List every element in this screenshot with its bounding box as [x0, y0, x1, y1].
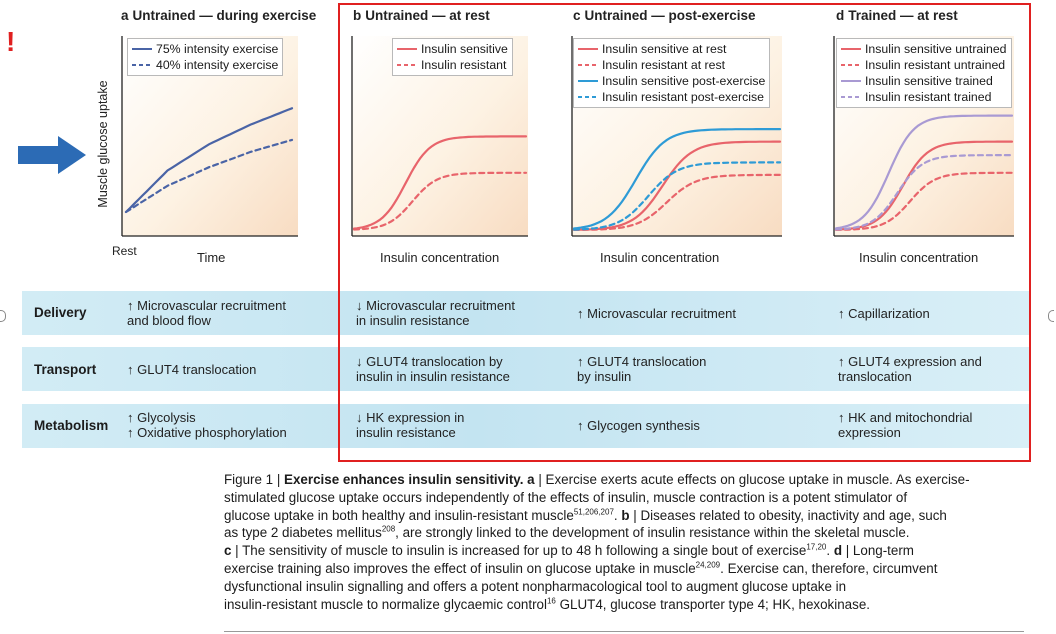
legend-solid-line-icon: [841, 80, 861, 82]
exclamation-mark: !: [6, 26, 16, 57]
series-line-insulin-resistant-post-exercise: [572, 161, 782, 231]
y-axis-label: Muscle glucose uptake: [96, 80, 110, 208]
x-axis-label: Time: [197, 250, 226, 265]
left-edge-mark: [0, 310, 6, 322]
caption-line: exercise training also improves the effe…: [224, 560, 938, 576]
blue-arrow-icon: [18, 136, 86, 174]
caption-line: dysfunctional insulin signalling and off…: [224, 578, 847, 594]
legend-item: Insulin resistant trained: [841, 89, 1007, 105]
legend-dashed-line-icon: [578, 96, 598, 98]
caption-line: Figure 1 | Exercise enhances insulin sen…: [224, 472, 970, 487]
legend-dashed-line-icon: [132, 64, 152, 66]
legend-dashed-line-icon: [841, 96, 861, 98]
x-axis-start-label: Rest: [112, 244, 137, 258]
legend-dashed-line-icon: [397, 64, 417, 66]
panel-a-title: a Untrained — during exercise: [121, 8, 317, 23]
legend-item: Insulin resistant at rest: [578, 57, 765, 73]
table-cell: ↑ HK and mitochondrial expression: [838, 410, 973, 440]
x-axis-label: Insulin concentration: [380, 250, 500, 265]
right-edge-mark: [1048, 310, 1054, 322]
table-cell: ↓ HK expression in insulin resistance: [356, 410, 465, 440]
caption-line: glucose uptake in both healthy and insul…: [224, 507, 947, 523]
series-line-insulin-resistant-trained: [834, 154, 1014, 231]
caption-line: as type 2 diabetes mellitus208, are stro…: [224, 524, 910, 541]
series-line-insulin-sensitive-trained: [834, 114, 1014, 230]
panel-b-legend: Insulin sensitive Insulin resistant: [392, 38, 513, 76]
table-row-band: [22, 291, 1030, 335]
legend-item: Insulin resistant post-exercise: [578, 89, 765, 105]
panel-c-legend: Insulin sensitive at rest Insulin resist…: [573, 38, 771, 108]
legend-item: 75% intensity exercise: [132, 41, 278, 57]
legend-solid-line-icon: [841, 48, 861, 50]
panel-a-legend: 75% intensity exercise 40% intensity exe…: [127, 38, 284, 76]
table-cell: ↓ GLUT4 translocation by insulin in insul…: [356, 354, 510, 384]
legend-dashed-line-icon: [578, 64, 598, 66]
row-label-metabolism: Metabolism: [34, 418, 109, 433]
caption-rule: [224, 631, 1024, 632]
table-row-band: [22, 404, 1030, 448]
legend-item: Insulin sensitive trained: [841, 73, 1007, 89]
row-label-delivery: Delivery: [34, 305, 87, 320]
caption-line: insulin-resistant muscle to normalize gl…: [224, 596, 870, 612]
legend-dashed-line-icon: [841, 64, 861, 66]
legend-item: 40% intensity exercise: [132, 57, 278, 73]
panel-c-title: c Untrained — post-exercise: [573, 8, 756, 23]
series-line-insulin-resistant: [352, 171, 528, 231]
panel-b-title: b Untrained — at rest: [353, 8, 490, 23]
legend-item: Insulin sensitive: [397, 41, 508, 57]
legend-item: Insulin sensitive post-exercise: [578, 73, 765, 89]
panel-d-title: d Trained — at rest: [836, 8, 958, 23]
legend-solid-line-icon: [578, 48, 598, 50]
series-line-insulin-sensitive-at-rest: [572, 140, 782, 231]
row-label-transport: Transport: [34, 362, 97, 377]
x-axis-label: Insulin concentration: [600, 250, 720, 265]
legend-item: Insulin sensitive at rest: [578, 41, 765, 57]
panel-d-letter: d: [836, 8, 845, 23]
x-axis-label: Insulin concentration: [859, 250, 979, 265]
table-cell: ↑ Capillarization: [838, 306, 930, 321]
legend-item: Insulin resistant untrained: [841, 57, 1007, 73]
series-line-insulin-sensitive: [352, 135, 528, 230]
table-cell: ↑ Glycogen synthesis: [577, 418, 700, 433]
table-row-band: [22, 347, 1030, 391]
figure-caption: Figure 1 | Exercise enhances insulin sen…: [224, 471, 1034, 613]
panel-a-letter: a: [121, 8, 129, 23]
legend-solid-line-icon: [578, 80, 598, 82]
series-line-40-intensity-exercise: [124, 138, 294, 214]
legend-solid-line-icon: [397, 48, 417, 50]
table-cell: ↑ Glycolysis ↑ Oxidative phosphorylation: [127, 410, 287, 440]
legend-item: Insulin sensitive untrained: [841, 41, 1007, 57]
table-cell: ↑ Microvascular recruitment and blood flo…: [127, 298, 286, 328]
table-cell: ↑ GLUT4 translocation: [127, 362, 257, 377]
table-cell: ↑ GLUT4 translocation by insulin: [577, 354, 707, 384]
legend-item: Insulin resistant: [397, 57, 508, 73]
series-line-insulin-resistant-untrained: [834, 171, 1014, 231]
legend-solid-line-icon: [132, 48, 152, 50]
table-cell: ↑ GLUT4 expression and translocation: [838, 354, 982, 384]
table-cell: ↓ Microvascular recruitment in insulin re…: [356, 298, 515, 328]
panel-d-legend: Insulin sensitive untrained Insulin resi…: [836, 38, 1012, 108]
table-cell: ↑ Microvascular recruitment: [577, 306, 736, 321]
caption-line: stimulated glucose uptake occurs indepen…: [224, 489, 908, 505]
panel-b-letter: b: [353, 8, 362, 23]
panel-c-letter: c: [573, 8, 581, 23]
series-line-insulin-sensitive-post-exercise: [572, 128, 782, 230]
series-line-75-intensity-exercise: [124, 107, 294, 214]
caption-line: c | The sensitivity of muscle to insulin…: [224, 542, 914, 559]
